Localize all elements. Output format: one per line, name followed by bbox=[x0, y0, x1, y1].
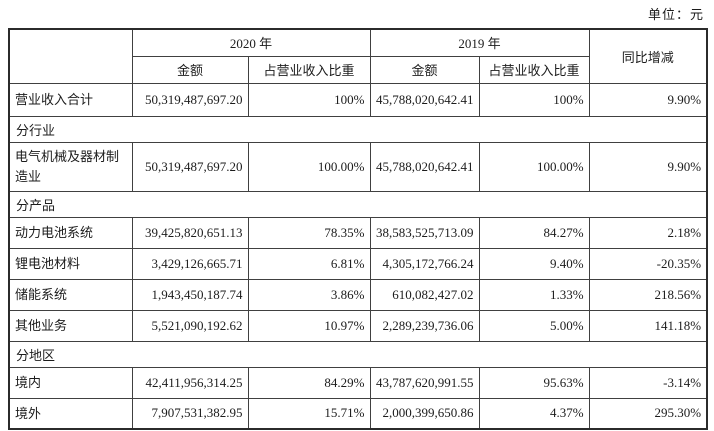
amount-2020: 7,907,531,382.95 bbox=[131, 397, 249, 430]
ratio-header-2019: 占营业收入比重 bbox=[478, 55, 590, 84]
ratio-2019: 1.33% bbox=[478, 278, 590, 311]
ratio-2020: 10.97% bbox=[247, 309, 371, 342]
table-row: 其他业务 5,521,090,192.62 10.97% 2,289,239,736.… bbox=[8, 309, 708, 342]
table-row: 锂电池材料 3,429,126,665.71 6.81% 4,305,172,766.… bbox=[8, 247, 708, 280]
amount-2019: 610,082,427.02 bbox=[369, 278, 480, 311]
table-row: 境内 42,411,956,314.25 84.29% 43,787,620,991.… bbox=[8, 366, 708, 399]
yoy-value: 2.18% bbox=[588, 216, 708, 249]
amount-header-2019: 金额 bbox=[369, 55, 480, 84]
amount-2020: 50,319,487,697.20 bbox=[131, 82, 249, 117]
ratio-2019: 5.00% bbox=[478, 309, 590, 342]
amount-2019: 45,788,020,642.41 bbox=[369, 141, 480, 192]
section-row: 分行业 bbox=[8, 115, 708, 143]
row-label: 境外 bbox=[8, 397, 133, 430]
amount-2020: 42,411,956,314.25 bbox=[131, 366, 249, 399]
section-row: 分产品 bbox=[8, 190, 708, 218]
yoy-value: 141.18% bbox=[588, 309, 708, 342]
row-label: 境内 bbox=[8, 366, 133, 399]
yoy-value: -3.14% bbox=[588, 366, 708, 399]
amount-2020: 3,429,126,665.71 bbox=[131, 247, 249, 280]
table-row: 营业收入合计 50,319,487,697.20 100% 45,788,020,64… bbox=[8, 82, 708, 117]
ratio-header-2020: 占营业收入比重 bbox=[247, 55, 371, 84]
row-label: 动力电池系统 bbox=[8, 216, 133, 249]
ratio-2019: 9.40% bbox=[478, 247, 590, 280]
amount-2019: 43,787,620,991.55 bbox=[369, 366, 480, 399]
amount-2019: 2,000,399,650.86 bbox=[369, 397, 480, 430]
section-label: 分地区 bbox=[8, 340, 708, 368]
year-2019-header: 2019 年 bbox=[369, 28, 590, 57]
amount-2020: 5,521,090,192.62 bbox=[131, 309, 249, 342]
amount-2019: 45,788,020,642.41 bbox=[369, 82, 480, 117]
yoy-value: 9.90% bbox=[588, 141, 708, 192]
amount-header-2020: 金额 bbox=[131, 55, 249, 84]
ratio-2020: 3.86% bbox=[247, 278, 371, 311]
table-row: 储能系统 1,943,450,187.74 3.86% 610,082,427.02 1… bbox=[8, 278, 708, 311]
row-label: 营业收入合计 bbox=[8, 82, 133, 117]
unit-label: 单位：元 bbox=[647, 7, 704, 22]
row-label: 锂电池材料 bbox=[8, 247, 133, 280]
section-label: 分产品 bbox=[8, 190, 708, 218]
corner-cell bbox=[8, 28, 133, 84]
ratio-2020: 78.35% bbox=[247, 216, 371, 249]
ratio-2020: 100% bbox=[247, 82, 371, 117]
amount-2020: 1,943,450,187.74 bbox=[131, 278, 249, 311]
ratio-2020: 6.81% bbox=[247, 247, 371, 280]
amount-2020: 39,425,820,651.13 bbox=[131, 216, 249, 249]
table-row: 境外 7,907,531,382.95 15.71% 2,000,399,650.86… bbox=[8, 397, 708, 430]
amount-2019: 4,305,172,766.24 bbox=[369, 247, 480, 280]
table-row: 电气机械及器材制造业 50,319,487,697.20 100.00% 45,788… bbox=[8, 141, 708, 192]
ratio-2020: 15.71% bbox=[247, 397, 371, 430]
section-label: 分行业 bbox=[8, 115, 708, 143]
year-2020-header: 2020 年 bbox=[131, 28, 371, 57]
yoy-value: 295.30% bbox=[588, 397, 708, 430]
section-row: 分地区 bbox=[8, 340, 708, 368]
amount-2019: 2,289,239,736.06 bbox=[369, 309, 480, 342]
ratio-2019: 95.63% bbox=[478, 366, 590, 399]
yoy-header: 同比增减 bbox=[588, 28, 708, 84]
row-label: 储能系统 bbox=[8, 278, 133, 311]
row-label: 电气机械及器材制造业 bbox=[8, 141, 133, 192]
yoy-value: -20.35% bbox=[588, 247, 708, 280]
ratio-2019: 100.00% bbox=[478, 141, 590, 192]
ratio-2019: 84.27% bbox=[478, 216, 590, 249]
row-label: 其他业务 bbox=[8, 309, 133, 342]
yoy-value: 9.90% bbox=[588, 82, 708, 117]
ratio-2019: 100% bbox=[478, 82, 590, 117]
ratio-2020: 100.00% bbox=[247, 141, 371, 192]
revenue-breakdown-table: 2020 年 2019 年 同比增减 金额 占营业收入比重 金额 占营业收入比重… bbox=[8, 28, 709, 430]
amount-2019: 38,583,525,713.09 bbox=[369, 216, 480, 249]
ratio-2020: 84.29% bbox=[247, 366, 371, 399]
ratio-2019: 4.37% bbox=[478, 397, 590, 430]
amount-2020: 50,319,487,697.20 bbox=[131, 141, 249, 192]
yoy-value: 218.56% bbox=[588, 278, 708, 311]
table-row: 动力电池系统 39,425,820,651.13 78.35% 38,583,525,… bbox=[8, 216, 708, 249]
